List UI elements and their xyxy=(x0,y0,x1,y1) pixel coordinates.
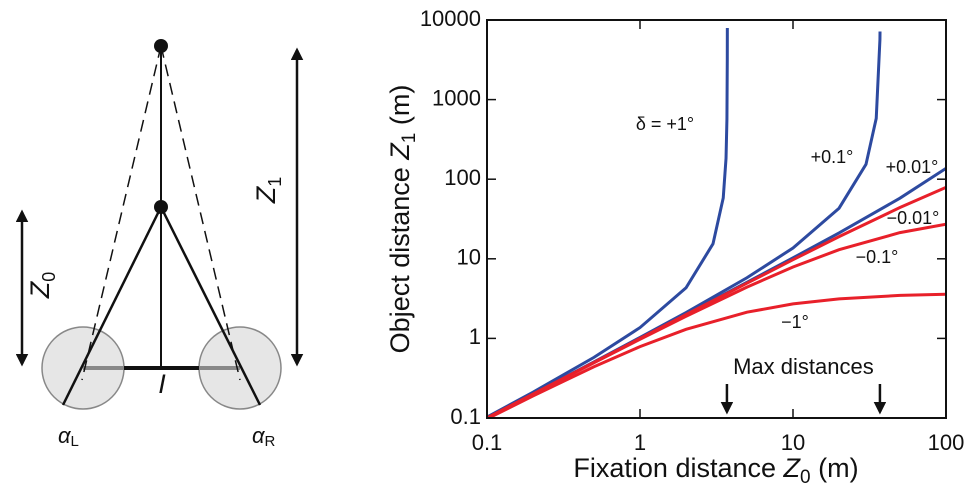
interocular-label: I xyxy=(158,369,166,399)
y-axis-label: Object distance Z1 (m) xyxy=(385,85,420,354)
alpha-r-label: αR xyxy=(252,423,276,450)
y-tick-label: 100 xyxy=(444,165,481,190)
y-tick-label: 0.1 xyxy=(450,404,481,429)
y-tick-label: 1 xyxy=(469,324,481,349)
dashed-left xyxy=(81,45,162,381)
var: Z xyxy=(25,280,55,299)
var: Z xyxy=(251,185,281,204)
dashed-right xyxy=(160,45,241,381)
x-tick-label: 100 xyxy=(928,430,965,455)
near-point xyxy=(154,200,168,214)
y-tick-label: 1000 xyxy=(432,85,481,110)
x-axis-label: Fixation distance Z0 (m) xyxy=(573,453,858,488)
ray-left xyxy=(61,206,163,406)
annotation: Max distances xyxy=(733,354,874,379)
text: Object distance xyxy=(385,160,415,354)
curve xyxy=(487,292,946,418)
diagram: Z0 Z1 I αL αR xyxy=(15,39,304,450)
sub: L xyxy=(71,433,79,450)
curve-label: +0.01° xyxy=(886,157,939,177)
var: Z xyxy=(385,142,415,161)
plot-lines xyxy=(487,27,946,418)
y-tick-label: 10 xyxy=(457,245,481,270)
var: α xyxy=(58,423,72,448)
curve-label: +0.1° xyxy=(811,147,854,167)
unit: (m) xyxy=(385,85,415,133)
x-tick-label: 1 xyxy=(634,430,646,455)
curve-label: −0.01° xyxy=(887,208,940,228)
curve xyxy=(487,27,729,418)
sub: 1 xyxy=(399,133,420,144)
sub: 0 xyxy=(800,467,811,488)
sub: 0 xyxy=(39,272,59,282)
unit: (m) xyxy=(811,453,859,483)
curve-label: −0.1° xyxy=(856,247,899,267)
x-tick-label: 0.1 xyxy=(472,430,503,455)
curve-label: −1° xyxy=(781,312,809,332)
curve xyxy=(487,222,946,418)
far-point xyxy=(154,39,168,53)
var: Z xyxy=(783,453,802,483)
alpha-l-label: αL xyxy=(58,423,79,450)
z0-label: Z0 xyxy=(25,272,59,300)
x-tick-label: 10 xyxy=(781,430,805,455)
var: α xyxy=(252,423,266,448)
sub: 1 xyxy=(265,177,285,187)
ray-right xyxy=(159,206,262,406)
text: Fixation distance xyxy=(573,453,783,483)
sub: R xyxy=(265,433,276,450)
curve-label: δ = +1° xyxy=(636,114,694,134)
y-tick-label: 10000 xyxy=(420,6,481,31)
plot-frame xyxy=(486,19,947,419)
z1-label: Z1 xyxy=(251,177,285,205)
